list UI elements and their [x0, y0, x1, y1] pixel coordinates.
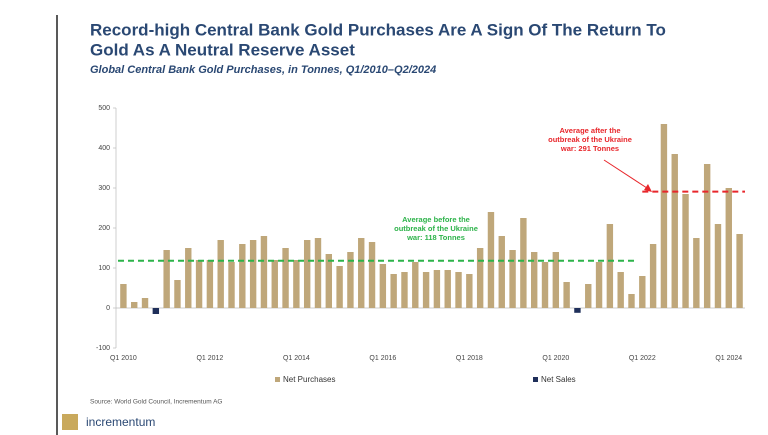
bar — [617, 272, 624, 308]
bar — [682, 194, 689, 308]
logo-icon — [62, 414, 78, 430]
bar — [368, 242, 376, 308]
bar — [639, 276, 646, 308]
bar — [563, 282, 570, 308]
y-tick-label: 300 — [98, 185, 110, 192]
average-annotation: outbreak of the Ukraine — [548, 135, 632, 144]
y-tick-label: 0 — [106, 305, 110, 312]
average-annotation: war: 118 Tonnes — [406, 233, 465, 242]
bar — [185, 248, 192, 308]
bar — [693, 238, 700, 308]
bar — [293, 260, 300, 308]
x-tick-label: Q1 2016 — [369, 355, 396, 362]
bar — [379, 264, 387, 308]
arrow-head — [644, 184, 652, 192]
average-annotation: war: 291 Tonnes — [560, 144, 619, 153]
annotation-arrow — [603, 159, 651, 191]
y-tick-label: -100 — [96, 345, 110, 352]
bar — [574, 308, 581, 313]
bar — [282, 248, 289, 308]
source: Source: World Gold Council, Incrementum … — [90, 399, 222, 406]
bar — [498, 236, 505, 308]
bar — [271, 260, 278, 308]
bar — [195, 260, 203, 308]
bar — [239, 244, 246, 308]
bar — [336, 266, 343, 308]
bar — [671, 154, 678, 308]
bar — [228, 262, 235, 308]
bar — [530, 252, 538, 308]
bar — [585, 284, 592, 308]
bar — [520, 218, 527, 308]
bar — [714, 224, 722, 308]
bar — [206, 260, 214, 308]
bar — [725, 188, 732, 308]
bar — [314, 238, 322, 308]
average-annotation: Average before the — [402, 215, 470, 224]
legend-label: Net Purchases — [283, 375, 335, 384]
bar — [433, 270, 441, 308]
y-tick-label: 200 — [98, 225, 110, 232]
legend-swatch — [275, 377, 280, 382]
y-tick-label: 100 — [98, 265, 110, 272]
bar — [347, 252, 354, 308]
bar — [628, 294, 635, 308]
bar — [217, 240, 224, 308]
bar — [606, 224, 614, 308]
bar — [736, 234, 743, 308]
title: Gold As A Neutral Reserve Asset — [90, 40, 355, 59]
bar — [466, 274, 473, 308]
average-annotation: Average after the — [560, 126, 621, 135]
x-tick-label: Q1 2014 — [283, 355, 310, 362]
bar — [249, 240, 257, 308]
x-tick-label: Q1 2012 — [196, 355, 223, 362]
bar — [401, 272, 408, 308]
title: Record-high Central Bank Gold Purchases … — [90, 20, 666, 39]
x-tick-label: Q1 2018 — [456, 355, 483, 362]
y-tick-label: 400 — [98, 145, 110, 152]
bar — [595, 262, 603, 308]
bar — [358, 238, 365, 308]
logo: incrementum — [62, 414, 155, 430]
bar — [509, 250, 516, 308]
bar — [141, 298, 149, 308]
bar — [660, 124, 668, 308]
bar — [163, 250, 170, 308]
bar — [703, 164, 711, 308]
subtitle: Global Central Bank Gold Purchases, in T… — [90, 64, 436, 76]
bar — [131, 302, 138, 308]
bar — [325, 254, 333, 308]
bar — [303, 240, 311, 308]
x-tick-label: Q1 2020 — [542, 355, 569, 362]
x-tick-label: Q1 2024 — [715, 355, 742, 362]
bar — [649, 244, 657, 308]
bar — [422, 272, 430, 308]
bar — [120, 284, 127, 308]
bar — [552, 252, 560, 308]
bar — [174, 280, 181, 308]
legend-swatch — [533, 377, 538, 382]
bar — [541, 262, 549, 308]
legend-label: Net Sales — [541, 375, 576, 384]
x-tick-label: Q1 2022 — [629, 355, 656, 362]
bar — [444, 270, 451, 308]
x-tick-label: Q1 2010 — [110, 355, 137, 362]
average-annotation: outbreak of the Ukraine — [394, 224, 478, 233]
brand: incrementum — [86, 415, 155, 429]
bar — [152, 308, 160, 314]
y-tick-label: 500 — [98, 105, 110, 112]
bar — [455, 272, 462, 308]
bar — [390, 274, 397, 308]
bar — [412, 262, 419, 308]
bar — [476, 248, 484, 308]
bar — [260, 236, 268, 308]
